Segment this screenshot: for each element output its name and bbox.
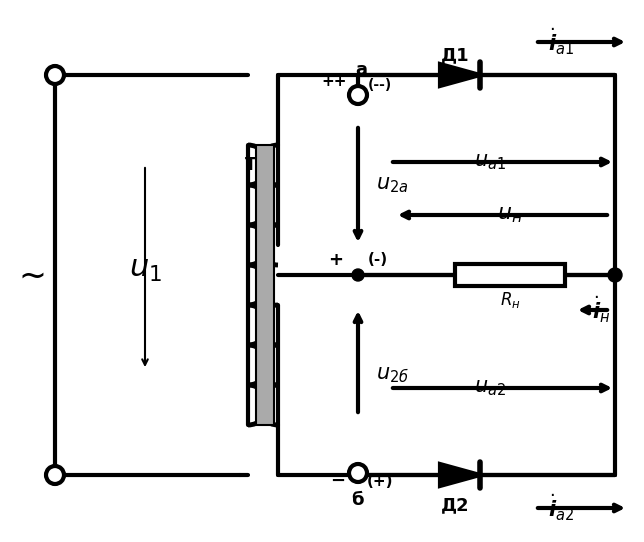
Circle shape: [352, 269, 364, 281]
Text: (+): (+): [366, 474, 393, 488]
Text: $R_н$: $R_н$: [500, 290, 520, 310]
Text: $\dot{\boldsymbol{i}}_{а2}$: $\dot{\boldsymbol{i}}_{а2}$: [548, 493, 574, 523]
Polygon shape: [440, 464, 480, 486]
Text: $\dot{\boldsymbol{i}}_н$: $\dot{\boldsymbol{i}}_н$: [592, 295, 611, 325]
Text: −: −: [330, 472, 346, 490]
Circle shape: [46, 66, 64, 84]
Bar: [455, 264, 565, 286]
Text: $\boldsymbol{u_{а2}}$: $\boldsymbol{u_{а2}}$: [474, 378, 506, 398]
Circle shape: [349, 464, 367, 482]
Text: (-): (-): [368, 253, 388, 268]
Circle shape: [349, 86, 367, 104]
Text: ++: ++: [321, 74, 346, 88]
Text: $\boldsymbol{u_{2б}}$: $\boldsymbol{u_{2б}}$: [376, 365, 409, 385]
Text: $\boldsymbol{u_{а1}}$: $\boldsymbol{u_{а1}}$: [474, 152, 506, 172]
Polygon shape: [440, 64, 480, 86]
Text: $\boldsymbol{u_{2а}}$: $\boldsymbol{u_{2а}}$: [376, 175, 408, 195]
Text: ТР: ТР: [245, 156, 269, 174]
Text: +: +: [328, 251, 343, 269]
Text: Д1: Д1: [440, 46, 469, 64]
Text: $\sim$: $\sim$: [12, 259, 44, 292]
Bar: [256, 145, 274, 425]
Text: (--): (--): [368, 78, 392, 92]
Text: Д2: Д2: [440, 496, 469, 514]
Circle shape: [608, 268, 622, 282]
Text: а: а: [355, 61, 367, 79]
Text: $\boldsymbol{u_н}$: $\boldsymbol{u_н}$: [497, 205, 523, 225]
Text: б: б: [352, 491, 365, 509]
Circle shape: [46, 466, 64, 484]
Text: $\boldsymbol{u_1}$: $\boldsymbol{u_1}$: [129, 255, 162, 285]
Text: $\dot{\boldsymbol{i}}_{а1}$: $\dot{\boldsymbol{i}}_{а1}$: [548, 27, 574, 57]
